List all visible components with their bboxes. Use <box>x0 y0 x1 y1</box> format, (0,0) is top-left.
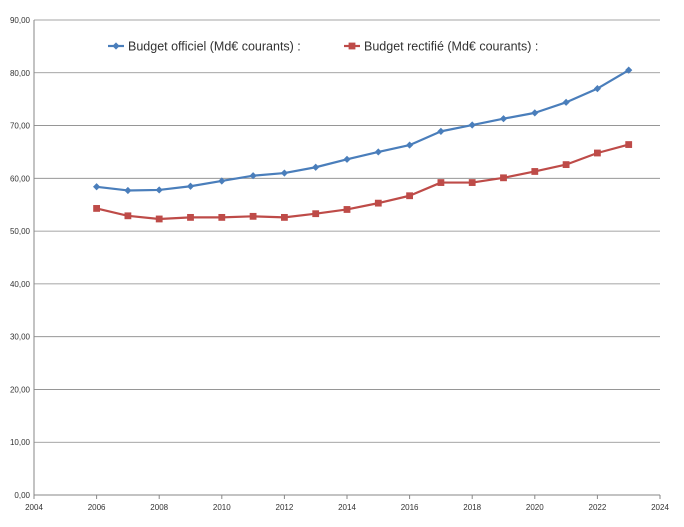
gridlines <box>34 19 660 443</box>
y-tick-labels: 0,00 10,00 20,00 30,00 40,00 50,00 60,00 70,00 8… <box>10 16 31 500</box>
x-tick-label: 2012 <box>276 503 294 512</box>
data-point-square <box>437 179 445 186</box>
y-tick-label: 80,00 <box>10 69 31 78</box>
data-point-square <box>249 212 257 220</box>
y-tick-label: 90,00 <box>10 16 31 25</box>
data-point-diamond <box>218 177 226 185</box>
y-tick-label: 60,00 <box>10 174 31 183</box>
legend-label-2: Budget rectifié (Md€ courants) : <box>364 40 538 54</box>
data-point-diamond <box>499 115 508 123</box>
y-tick-label: 0,00 <box>14 491 30 500</box>
series-line-2 <box>96 143 629 221</box>
data-point-square <box>531 168 539 175</box>
x-tick-label: 2018 <box>463 503 481 512</box>
data-point-diamond <box>312 163 320 171</box>
x-tick-label: 2024 <box>651 503 669 512</box>
data-point-square <box>93 205 100 212</box>
y-tick-label: 10,00 <box>10 438 31 447</box>
data-point-square <box>343 206 351 213</box>
data-point-square <box>625 141 633 148</box>
data-point-square <box>374 199 382 207</box>
data-point-diamond <box>124 186 132 195</box>
data-point-square <box>312 210 320 218</box>
x-tick-label: 2020 <box>526 503 544 512</box>
legend-marker-square <box>348 42 356 50</box>
data-point-square <box>218 213 226 221</box>
data-point-diamond <box>280 169 288 177</box>
x-tick-label: 2010 <box>213 503 231 512</box>
data-point-diamond <box>343 155 351 163</box>
x-tick-label: 2006 <box>88 503 106 512</box>
data-point-square <box>281 213 288 221</box>
y-tick-label: 30,00 <box>10 333 31 342</box>
y-tick-label: 40,00 <box>10 280 31 289</box>
legend: Budget officiel (Md€ courants) : Budget r… <box>108 40 538 54</box>
x-tick-label: 2016 <box>401 503 419 512</box>
data-point-square <box>155 215 163 223</box>
data-point-diamond <box>531 109 539 117</box>
data-point-square <box>406 192 413 200</box>
data-point-diamond <box>593 85 601 93</box>
data-point-diamond <box>468 121 476 129</box>
data-point-square <box>562 161 570 169</box>
data-point-square <box>468 179 476 186</box>
data-point-diamond <box>562 98 570 106</box>
x-tick-labels: 2004 2006 2008 2010 2012 2014 2016 2018 2020 2022… <box>25 503 669 512</box>
data-point-diamond <box>406 141 414 149</box>
data-point-square <box>594 149 601 157</box>
y-tick-label: 20,00 <box>10 385 31 394</box>
x-tick-label: 2008 <box>150 503 168 512</box>
data-point-diamond <box>155 186 163 194</box>
data-point-diamond <box>249 172 257 180</box>
y-tick-label: 50,00 <box>10 227 31 236</box>
series-line-1 <box>96 69 630 192</box>
data-point-square <box>500 174 507 182</box>
legend-label-1: Budget officiel (Md€ courants) : <box>128 40 301 54</box>
data-point-diamond <box>437 127 445 135</box>
series-group <box>93 66 633 223</box>
data-point-diamond <box>186 182 195 190</box>
y-tick-label: 70,00 <box>10 122 31 131</box>
legend-marker-diamond <box>112 42 120 50</box>
data-point-diamond <box>625 66 633 74</box>
axes <box>33 20 661 499</box>
data-point-diamond <box>374 148 382 156</box>
data-point-diamond <box>93 183 101 191</box>
x-tick-label: 2022 <box>589 503 607 512</box>
data-point-square <box>187 213 194 221</box>
data-point-square <box>124 212 132 220</box>
x-tick-label: 2004 <box>25 503 43 512</box>
x-tick-label: 2014 <box>338 503 356 512</box>
